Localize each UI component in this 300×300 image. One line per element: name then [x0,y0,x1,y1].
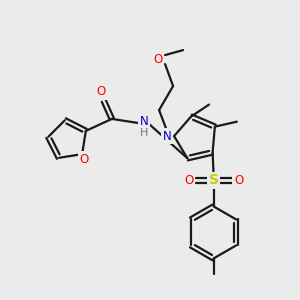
Text: H: H [140,128,148,138]
Text: N: N [163,130,172,142]
Text: S: S [208,173,219,188]
Text: O: O [184,174,193,187]
Text: O: O [154,52,163,66]
Text: O: O [96,85,105,98]
Text: O: O [80,153,89,166]
Text: O: O [234,174,243,187]
Text: N: N [140,116,148,128]
